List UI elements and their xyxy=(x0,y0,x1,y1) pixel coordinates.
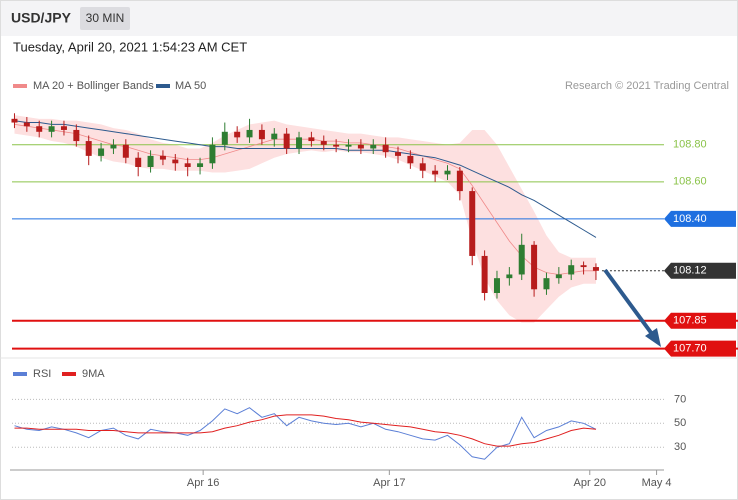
candle-body xyxy=(283,133,290,149)
level-label: 107.70 xyxy=(673,342,707,354)
level-label: 108.80 xyxy=(673,139,707,151)
candle-body xyxy=(370,144,377,149)
ma-line xyxy=(14,124,596,275)
x-tick-label: Apr 16 xyxy=(187,477,219,489)
y-tick-label: 30 xyxy=(674,441,686,453)
candle-body xyxy=(60,126,67,130)
legend-swatch xyxy=(156,84,170,88)
level-label: 108.60 xyxy=(673,176,707,188)
candle-body xyxy=(172,159,179,164)
candle-body xyxy=(36,126,43,132)
candle-body xyxy=(23,122,30,127)
level-label: 108.40 xyxy=(673,213,707,225)
candle-body xyxy=(382,144,389,153)
candle-body xyxy=(432,170,439,175)
symbol: USD/JPY xyxy=(11,10,72,26)
candle-body xyxy=(11,118,18,123)
candle-body xyxy=(197,163,204,167)
candle-body xyxy=(73,129,80,142)
level-label-box xyxy=(664,312,736,329)
rsi-pane: 30 50 70 Apr 16 Apr 17 Apr 20 May 4 xyxy=(12,393,686,489)
candle-body xyxy=(184,163,191,167)
candle-body xyxy=(345,144,352,147)
candle-body xyxy=(481,255,488,293)
interval[interactable]: 30 MIN xyxy=(86,11,125,25)
level-label-box xyxy=(664,262,736,279)
candle-body xyxy=(209,144,216,164)
candle-body xyxy=(333,144,340,147)
candle-body xyxy=(147,155,154,167)
candle-body xyxy=(444,170,451,175)
candle-body xyxy=(568,265,575,275)
legend-swatch xyxy=(13,372,27,376)
candle-body xyxy=(320,141,327,145)
candle-body xyxy=(531,244,538,290)
legend-label: MA 20 + Bollinger Bands xyxy=(33,80,154,92)
candle-body xyxy=(308,137,315,142)
candle-body xyxy=(271,133,278,140)
candle-body xyxy=(469,191,476,256)
candle-body xyxy=(407,155,414,164)
candle-body xyxy=(110,144,117,149)
candle-body xyxy=(456,170,463,192)
y-tick-label: 70 xyxy=(674,393,686,405)
rsi-line xyxy=(14,414,597,447)
x-tick-label: Apr 20 xyxy=(574,477,606,489)
candle-body xyxy=(258,129,265,140)
bollinger-band xyxy=(14,115,596,323)
rsi-line xyxy=(14,407,597,460)
level-label: 107.85 xyxy=(673,315,707,327)
candle-body xyxy=(85,141,92,156)
interval-button[interactable] xyxy=(80,7,130,30)
candle-body xyxy=(221,131,228,145)
candle-body xyxy=(419,163,426,171)
candle-body xyxy=(98,148,105,156)
candle-body xyxy=(555,274,562,279)
x-tick-label: Apr 17 xyxy=(373,477,405,489)
candle-body xyxy=(592,267,599,271)
legend-swatch xyxy=(62,372,76,376)
candle-body xyxy=(493,278,500,293)
legend-label: RSI xyxy=(33,368,51,380)
candle-body xyxy=(246,129,253,138)
source: Research © 2021 Trading Central xyxy=(565,80,729,92)
legend-label: MA 50 xyxy=(175,80,206,92)
forecast-arrow xyxy=(603,268,661,347)
x-tick-label: May 4 xyxy=(642,477,672,489)
candle-body xyxy=(543,278,550,290)
candle-body xyxy=(518,244,525,275)
candle-body xyxy=(159,155,166,160)
candle-body xyxy=(580,265,587,268)
candle-body xyxy=(357,144,364,149)
candle-body xyxy=(234,131,241,138)
candle-body xyxy=(395,152,402,156)
candle-body xyxy=(48,126,55,132)
ma-line xyxy=(14,120,597,238)
candle-body xyxy=(122,144,129,158)
legend-swatch xyxy=(13,84,27,88)
candle-body xyxy=(296,137,303,149)
legend-label: 9MA xyxy=(82,368,105,380)
price-pane: 108.80 108.60 108.40 108.12 107.85 107.70 xyxy=(11,113,738,357)
candle-body xyxy=(135,157,142,167)
level-label: 108.12 xyxy=(673,265,707,277)
y-tick-label: 50 xyxy=(674,417,686,429)
level-label-box xyxy=(664,340,736,357)
timestamp: Tuesday, April 20, 2021 1:54:23 AM CET xyxy=(13,39,247,54)
level-label-box xyxy=(664,210,736,227)
candle-body xyxy=(506,274,513,279)
